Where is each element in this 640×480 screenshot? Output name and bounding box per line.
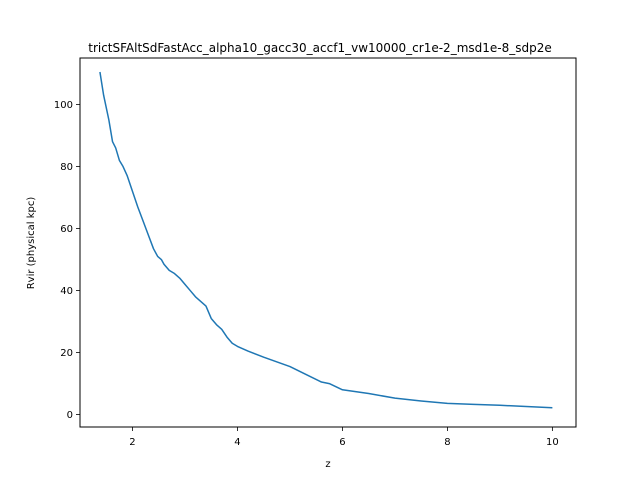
x-axis-label: z — [325, 459, 330, 470]
y-tick-label: 80 — [60, 162, 73, 173]
x-tick-label: 6 — [339, 437, 345, 448]
y-axis: 0 20 40 60 80 100 — [54, 100, 80, 421]
x-tick-label: 4 — [234, 437, 240, 448]
y-tick-label: 100 — [54, 100, 73, 111]
x-axis: 2 4 6 8 10 — [129, 427, 559, 448]
x-tick-label: 8 — [444, 437, 450, 448]
y-tick-label: 40 — [60, 286, 73, 297]
axes-frame — [79, 57, 577, 428]
x-tick-label: 2 — [129, 437, 135, 448]
chart-title: trictSFAltSdFastAcc_alpha10_gacc30_accf1… — [88, 41, 552, 55]
series-line — [99, 71, 553, 409]
y-tick-label: 60 — [60, 224, 73, 235]
plot-area — [99, 71, 553, 409]
y-tick-label: 0 — [67, 410, 73, 421]
y-tick-label: 20 — [60, 348, 73, 359]
y-axis-label: Rvir (physical kpc) — [26, 197, 37, 290]
x-tick-label: 10 — [546, 437, 559, 448]
